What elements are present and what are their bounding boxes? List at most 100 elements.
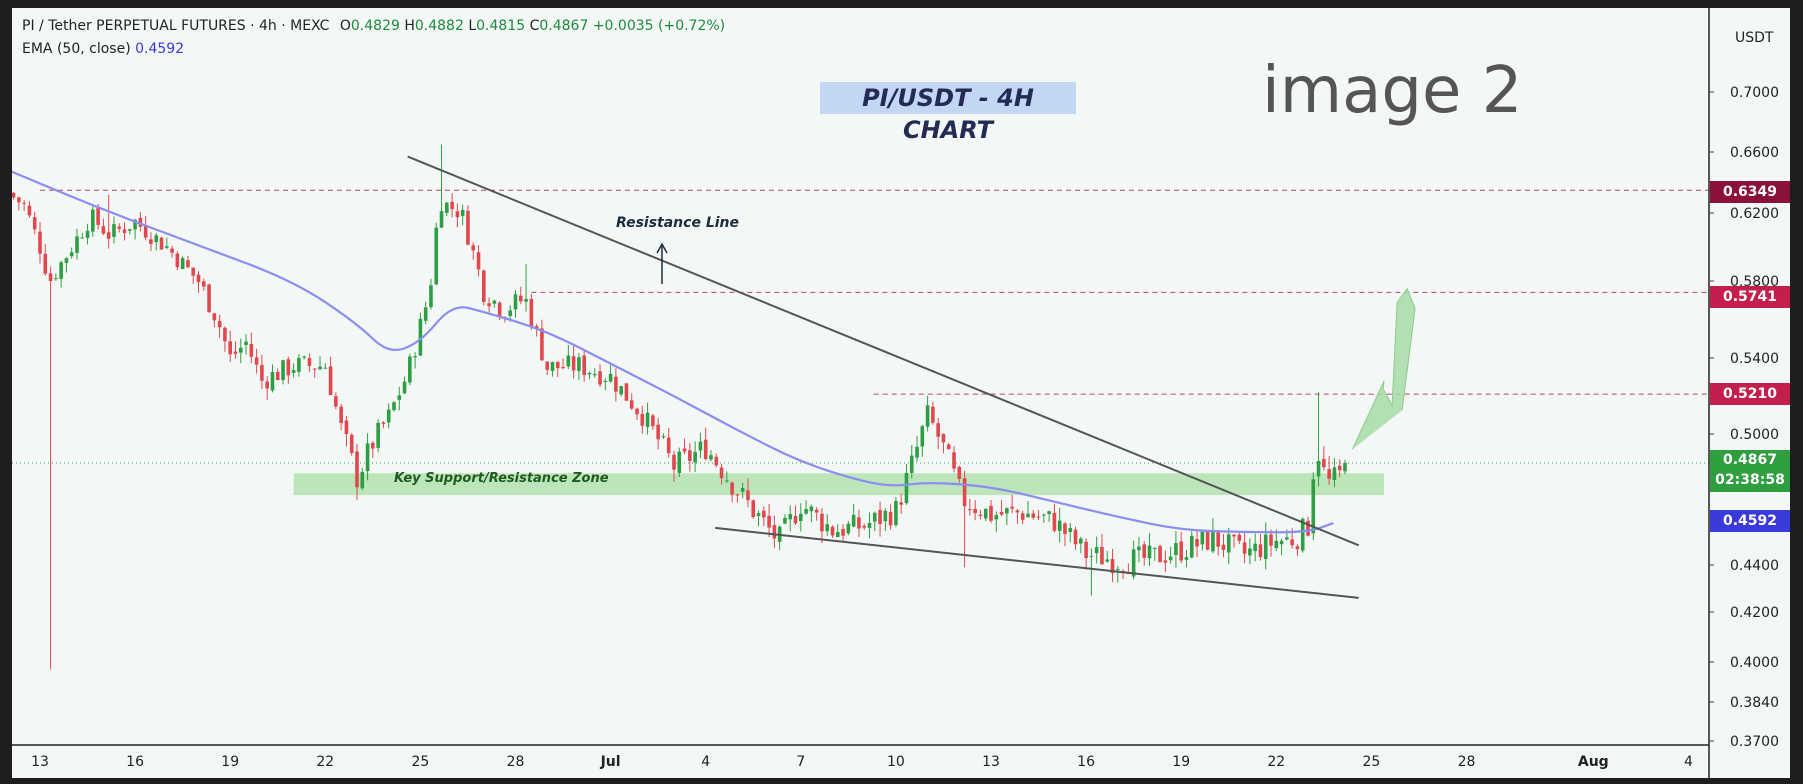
candle-body: [1015, 510, 1020, 513]
ema-legend[interactable]: EMA (50, close) 0.4592: [22, 41, 184, 57]
candle: [69, 247, 74, 259]
candle-body: [899, 502, 903, 505]
candle: [1248, 538, 1252, 565]
support-zone-label: Key Support/Resistance Zone: [394, 471, 609, 486]
candle: [297, 354, 301, 377]
candle: [228, 330, 232, 363]
candle-body: [619, 386, 623, 395]
candle: [122, 222, 127, 241]
high-label: H: [404, 18, 415, 34]
time-tick-label: 25: [411, 754, 429, 770]
candle: [915, 435, 919, 462]
candle-body: [1195, 539, 1199, 547]
candle-body: [1216, 532, 1220, 547]
candle-body: [466, 210, 470, 245]
candle-body: [783, 517, 787, 524]
candle-body: [513, 294, 518, 310]
candle: [418, 312, 423, 357]
candle: [445, 201, 449, 217]
candle-body: [825, 524, 830, 532]
candle: [783, 514, 787, 525]
candle: [323, 363, 328, 369]
candle-body: [645, 412, 650, 427]
candle-body: [207, 284, 211, 313]
candle: [1142, 541, 1147, 566]
candle-body: [851, 514, 856, 527]
candle-body: [265, 381, 269, 389]
candle-body: [1263, 534, 1268, 560]
candle: [64, 257, 69, 273]
candle-body: [143, 225, 148, 238]
candle: [883, 508, 888, 532]
candle: [275, 368, 280, 381]
candle-body: [1232, 534, 1236, 537]
candle-body: [254, 357, 259, 365]
candle: [1195, 531, 1199, 558]
candle: [1253, 533, 1257, 562]
candle-body: [920, 426, 925, 447]
currency-label[interactable]: USDT: [1735, 30, 1774, 46]
candle-body: [133, 219, 137, 230]
candle: [1057, 508, 1062, 543]
candle-body: [635, 408, 639, 415]
candle: [698, 432, 703, 459]
candle: [1026, 501, 1030, 518]
candle: [1052, 503, 1057, 533]
candle-body: [608, 373, 613, 382]
candle: [762, 506, 766, 527]
candle: [888, 504, 893, 530]
candle-body: [349, 434, 354, 453]
candle: [376, 419, 380, 453]
candle-body: [1005, 508, 1009, 514]
chart-area[interactable]: 0.7000 0.6600 0.6200 0.5800 0.5400 0.5000 0.44…: [12, 8, 1790, 778]
candle: [857, 509, 861, 537]
candle-body: [1047, 511, 1051, 515]
candle: [603, 378, 608, 391]
candle: [1010, 494, 1014, 514]
candle-body: [857, 517, 861, 529]
candle-body: [54, 278, 58, 280]
candle-body: [48, 273, 53, 282]
candle: [614, 368, 618, 402]
candle-body: [270, 372, 275, 391]
candle-body: [85, 230, 90, 238]
candle-body: [835, 532, 840, 537]
candle-body: [973, 508, 977, 514]
candle: [804, 500, 808, 515]
candle: [1322, 446, 1326, 471]
candle-body: [1322, 458, 1326, 468]
candle-body: [344, 420, 349, 435]
candle: [1179, 531, 1183, 564]
candle: [413, 352, 417, 369]
candle-body: [524, 298, 528, 302]
candle-body: [17, 197, 21, 203]
price-tick-label: 0.4200: [1730, 605, 1779, 621]
candle-body: [746, 490, 750, 501]
candle: [640, 405, 645, 434]
candle: [1189, 531, 1194, 559]
candle: [1200, 530, 1205, 551]
candle-body: [138, 217, 143, 227]
candle-body: [540, 328, 544, 361]
candle-body: [371, 442, 375, 449]
candle-body: [883, 510, 888, 522]
candle-body: [709, 455, 713, 460]
candle: [386, 403, 391, 429]
candle-body: [529, 298, 534, 328]
time-tick-label: 7: [796, 754, 805, 770]
candle-body: [360, 471, 365, 489]
candle-body: [1343, 463, 1347, 472]
candle: [402, 376, 407, 395]
candle: [1263, 522, 1268, 570]
candle: [582, 348, 586, 382]
candle: [1031, 510, 1036, 520]
candle-body: [978, 514, 983, 517]
candle-body: [1242, 542, 1247, 554]
candle: [645, 402, 650, 435]
candle: [217, 314, 222, 338]
candle-body: [1253, 543, 1257, 552]
candle: [1005, 507, 1009, 526]
candle: [730, 481, 734, 503]
price-chart[interactable]: 0.70000.66000.62000.58000.54000.50000.44…: [12, 8, 1790, 778]
candle-body: [1163, 560, 1168, 563]
